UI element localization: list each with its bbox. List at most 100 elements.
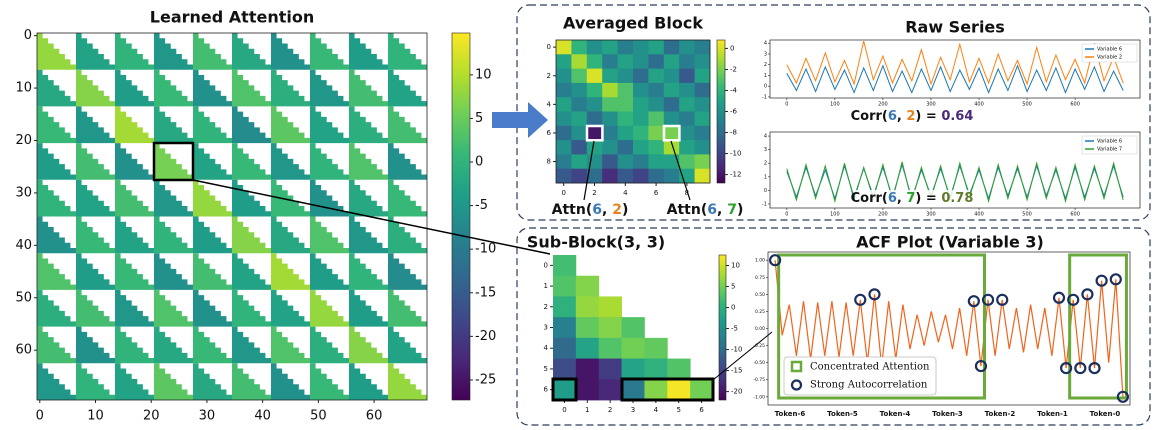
heat-cell	[663, 54, 680, 69]
marker	[967, 295, 980, 308]
x-tick-label: 0	[561, 189, 565, 197]
heat-cell	[648, 40, 665, 55]
heat-block	[388, 326, 427, 364]
heat-block	[115, 179, 154, 217]
heat-block	[193, 326, 232, 364]
heat-cell	[571, 168, 588, 184]
heat-cell	[553, 317, 577, 339]
heat-block	[76, 179, 115, 217]
y-tick-label: 30	[15, 185, 32, 200]
heat-block	[76, 143, 115, 180]
heat-cell	[571, 125, 588, 141]
pointer	[670, 140, 691, 201]
heat-cell	[694, 125, 711, 141]
heat-cell	[633, 154, 649, 170]
heat-cell	[679, 154, 695, 170]
y-tick-label: 4	[544, 344, 549, 352]
heat-block	[271, 106, 310, 144]
heat-cell	[602, 154, 618, 170]
heat-cell	[553, 275, 577, 297]
y-tick-label: 10	[15, 81, 32, 96]
heat-cell	[633, 168, 649, 184]
heat-block	[310, 253, 349, 290]
y-tick-label: 3	[544, 324, 548, 332]
colorbar-tick-label: 10	[475, 67, 492, 82]
heat-block	[193, 106, 232, 144]
heat-block	[154, 106, 193, 144]
heat-block	[154, 69, 193, 107]
colorbar-tick-label: -20	[475, 329, 496, 344]
heat-cell	[663, 40, 680, 55]
y-tick-label: 0	[547, 43, 551, 51]
colorbar-tick-label: 10	[731, 262, 740, 270]
legend-swatch	[790, 360, 803, 373]
colorbar-tick-label: -4	[730, 86, 738, 94]
heat-cell	[602, 125, 618, 141]
heat-cell	[679, 40, 695, 55]
heat-cell	[621, 379, 645, 401]
y-tick-label: 2	[547, 72, 551, 80]
heat-cell	[586, 168, 603, 184]
heat-cell	[602, 82, 618, 98]
heat-block	[232, 289, 271, 327]
heat-cell	[571, 111, 588, 127]
x-tick-label: 50	[310, 409, 327, 424]
heat-block	[271, 363, 310, 400]
annotation: Attn(6, 2)	[552, 202, 629, 218]
heat-block	[388, 106, 427, 144]
heat-block	[232, 179, 271, 217]
chart-title: ACF Plot (Variable 3)	[856, 233, 1044, 252]
colorbar-tick-label: -2	[730, 65, 737, 73]
marker	[1074, 362, 1087, 375]
heat-block	[388, 216, 427, 254]
heat-block	[310, 326, 349, 364]
heat-cell	[575, 275, 600, 297]
heat-cell	[586, 140, 603, 155]
heat-cell	[586, 97, 603, 112]
colorbar-tick-label: -25	[475, 372, 496, 387]
heat-cell	[556, 82, 572, 98]
y-tick-label: 0	[764, 84, 767, 90]
legend-box	[1081, 135, 1138, 155]
heat-cell	[602, 54, 618, 69]
plot-frame	[767, 251, 1131, 406]
colorbar-tick-label: -6	[730, 108, 738, 116]
x-tick-label: 6	[654, 189, 659, 197]
y-tick-label: 1.00	[755, 258, 765, 264]
heat-block	[232, 253, 271, 290]
heat-block	[349, 289, 388, 327]
marker	[768, 254, 782, 267]
annotation-bg	[855, 190, 970, 206]
y-tick-label: 0.25	[755, 309, 765, 315]
heat-cell	[667, 358, 691, 380]
heat-block	[232, 33, 271, 70]
x-tick-label: 2	[608, 406, 612, 414]
heat-cell	[694, 140, 711, 155]
heat-block	[193, 216, 232, 254]
colorbar	[451, 32, 471, 401]
heat-block	[37, 106, 76, 144]
y-tick-label: 2	[764, 161, 767, 167]
y-tick-label: 20	[15, 133, 32, 148]
x-tick-label: 600	[1070, 102, 1080, 108]
y-tick-label: -0.75	[753, 377, 765, 383]
annotation-part: 6	[707, 202, 717, 218]
heat-cell	[571, 154, 588, 170]
y-tick-label: 50	[15, 290, 32, 305]
arrow	[492, 102, 548, 138]
heat-cell	[571, 97, 588, 112]
heat-block	[193, 179, 232, 217]
annotation-part: 7	[906, 191, 915, 206]
heat-block	[37, 289, 76, 327]
heat-block	[310, 179, 349, 217]
heat-block	[115, 216, 154, 254]
heat-cell	[694, 82, 711, 98]
colorbar-tick-label: -10	[475, 242, 496, 257]
heat-cell	[644, 379, 668, 401]
annotation-part: )	[622, 202, 628, 218]
legend-label: Variable 6	[1097, 47, 1122, 53]
colorbar-tick-label: -5	[475, 198, 488, 213]
heat-cell	[633, 54, 649, 69]
heat-block	[271, 143, 310, 180]
heat-cell	[679, 140, 695, 155]
